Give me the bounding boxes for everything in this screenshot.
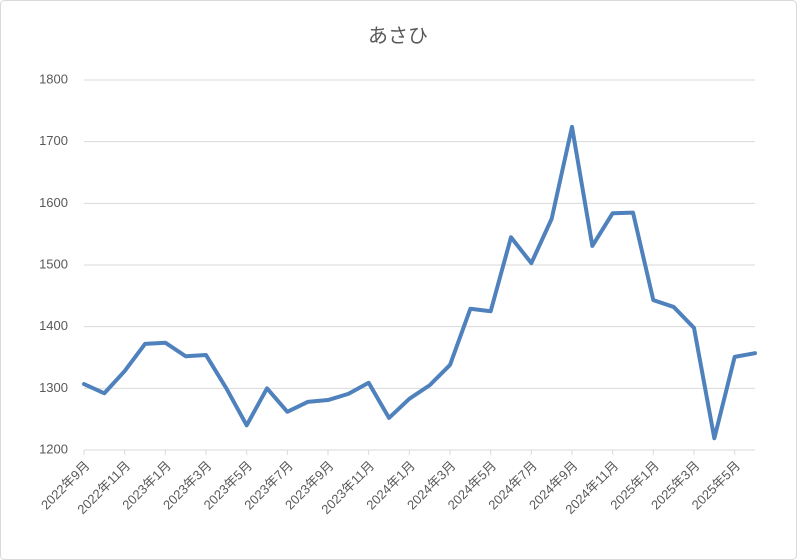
y-tick-label: 1300 bbox=[39, 380, 68, 395]
y-tick-label: 1500 bbox=[39, 256, 68, 271]
y-tick-label: 1800 bbox=[39, 71, 68, 86]
chart-title: あさひ bbox=[368, 25, 428, 47]
y-tick-label: 1400 bbox=[39, 318, 68, 333]
y-tick-label: 1600 bbox=[39, 195, 68, 210]
data-line bbox=[82, 124, 757, 441]
y-tick-label: 1200 bbox=[39, 441, 68, 456]
y-tick-label: 1700 bbox=[39, 133, 68, 148]
